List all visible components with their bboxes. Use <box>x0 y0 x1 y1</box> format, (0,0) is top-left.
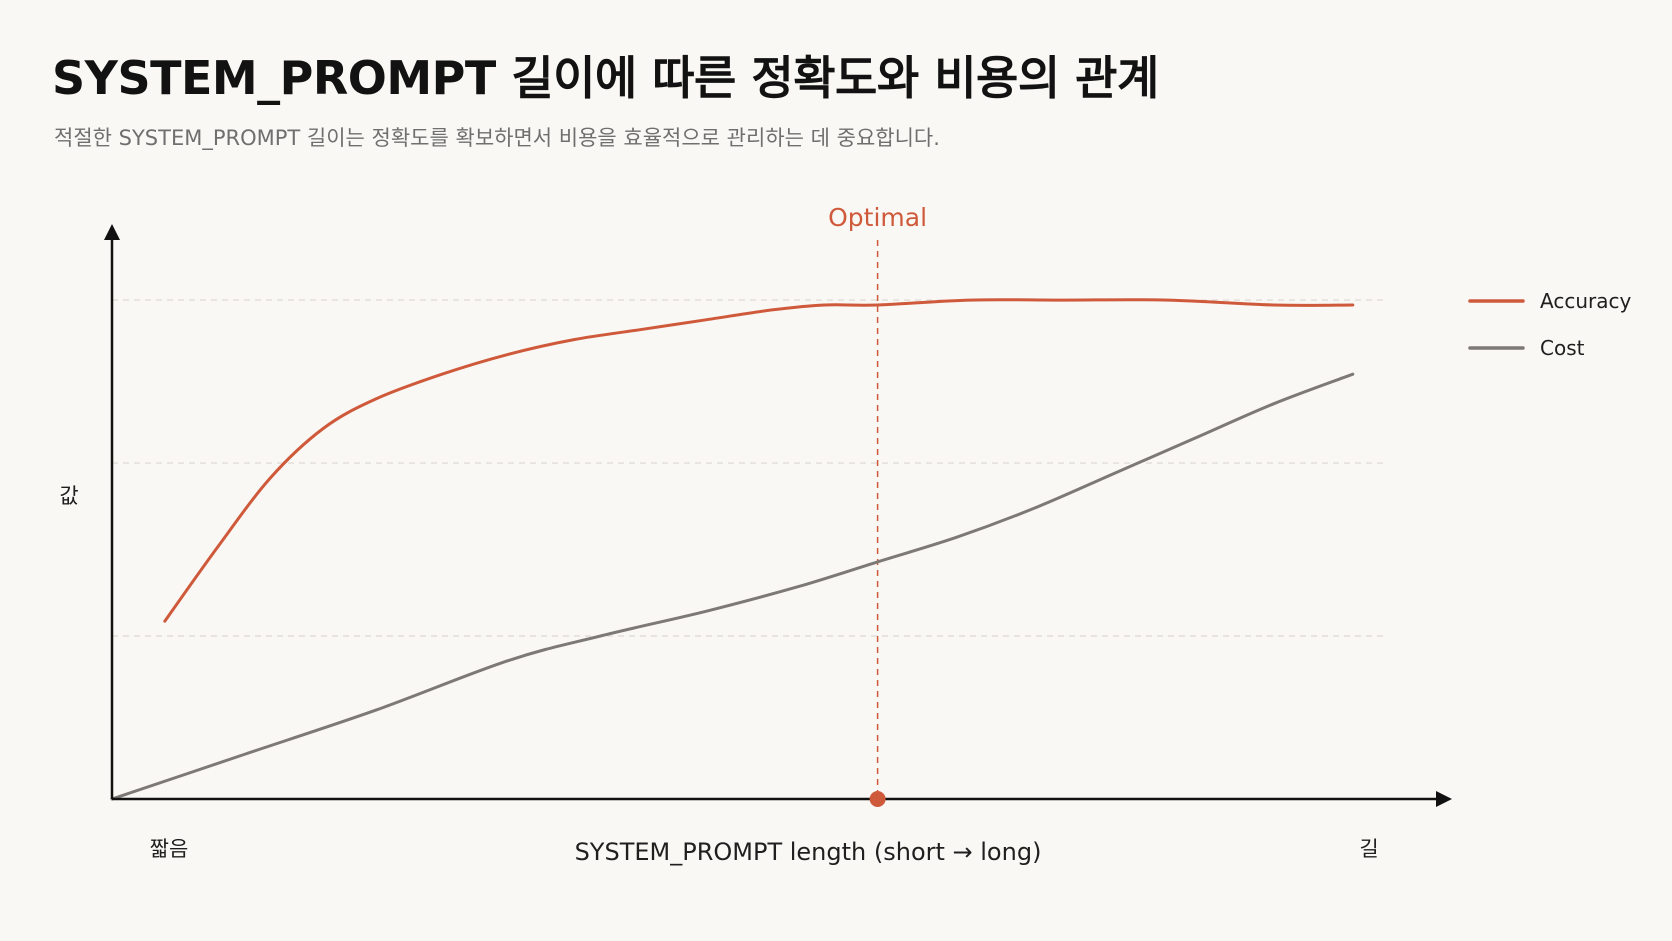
axes <box>104 224 1452 807</box>
optimal-marker: Optimal <box>828 203 927 799</box>
legend-label-cost: Cost <box>1540 336 1585 360</box>
chart-title: SYSTEM_PROMPT 길이에 따른 정확도와 비용의 관계 <box>52 51 1159 105</box>
series-line-accuracy <box>163 298 1355 623</box>
grid-layer <box>112 299 1388 637</box>
series-layer <box>110 298 1355 801</box>
x-start-label: 짧음 <box>150 837 189 861</box>
y-axis-label: 값 <box>59 484 78 508</box>
legend: Accuracy Cost <box>1468 289 1631 360</box>
chart-subtitle: 적절한 SYSTEM_PROMPT 길이는 정확도를 확보하면서 비용을 효율적… <box>54 126 940 150</box>
legend-label-accuracy: Accuracy <box>1540 289 1631 313</box>
y-axis-arrow <box>104 224 120 240</box>
series-line-cost <box>110 372 1355 801</box>
axis-labels: 값 SYSTEM_PROMPT length (short → long) 짧음… <box>59 484 1378 866</box>
optimal-point <box>869 791 886 807</box>
x-axis-arrow <box>1436 791 1452 807</box>
optimal-label: Optimal <box>828 203 927 232</box>
x-end-label: 길 <box>1359 837 1378 861</box>
x-axis-label: SYSTEM_PROMPT length (short → long) <box>575 838 1042 866</box>
